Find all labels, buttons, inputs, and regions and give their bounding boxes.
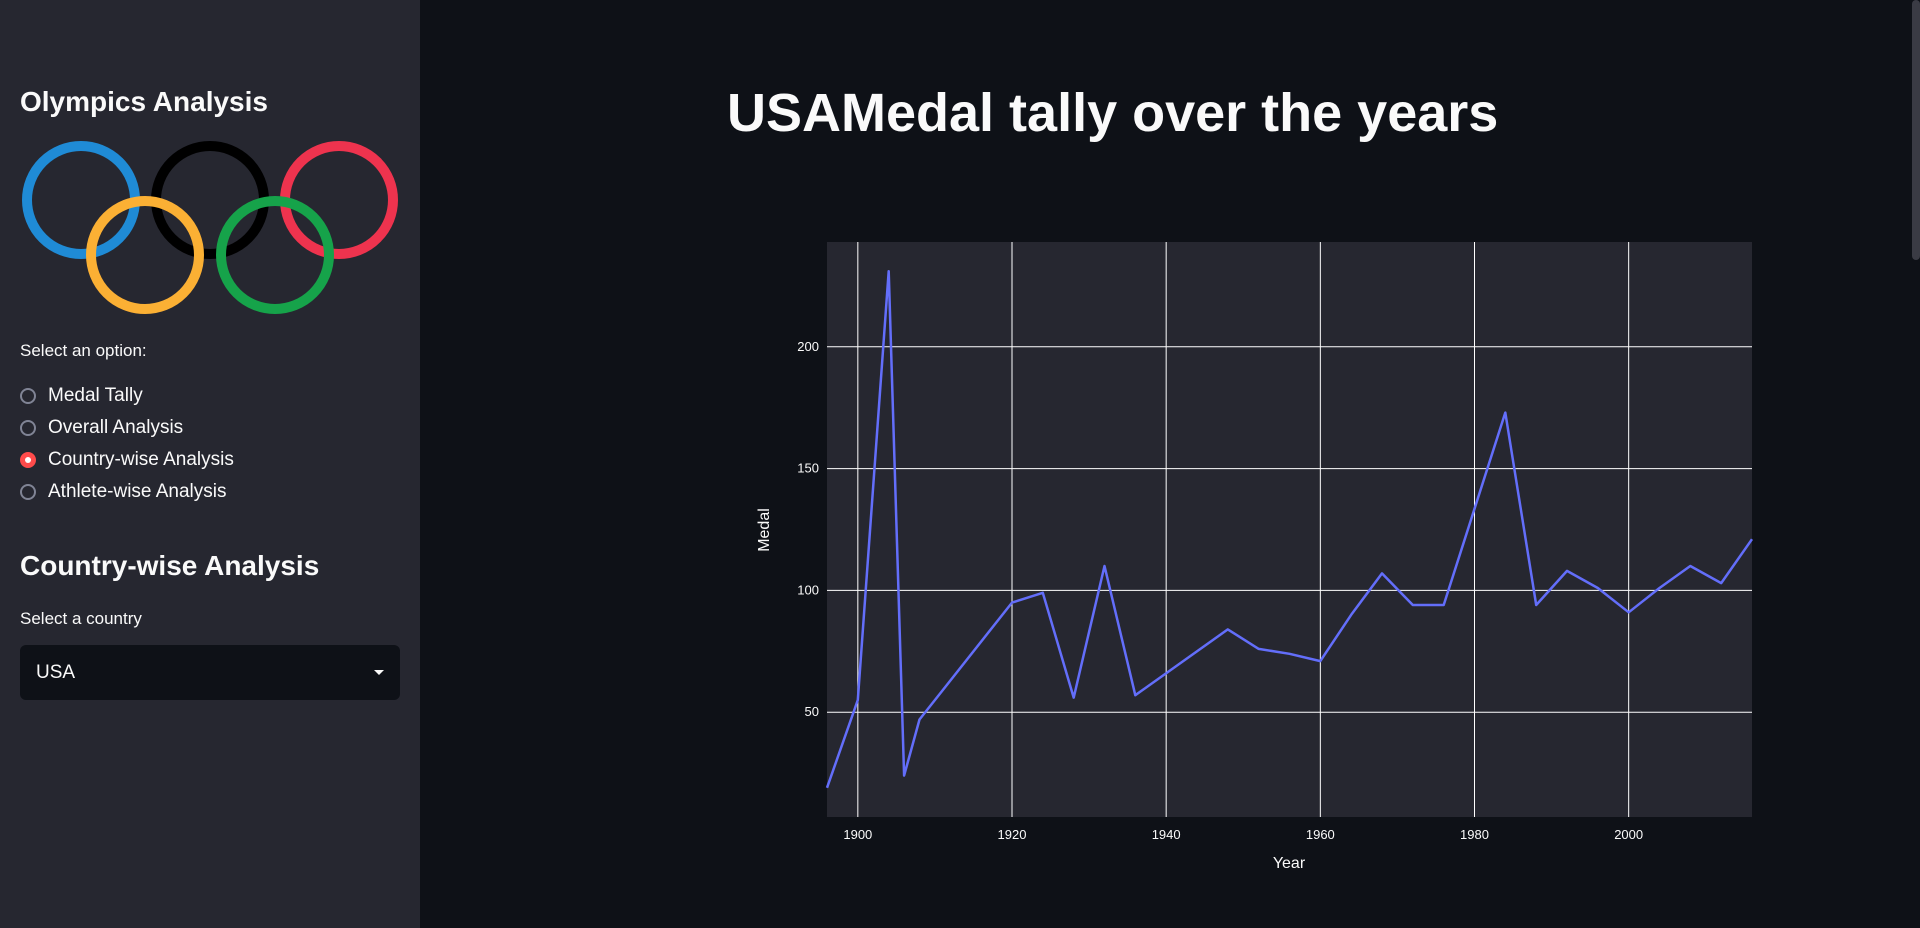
country-select[interactable]: USA bbox=[20, 645, 400, 700]
radio-selected-icon bbox=[20, 452, 36, 468]
option-select-label: Select an option: bbox=[20, 341, 147, 360]
x-tick-label: 1900 bbox=[843, 827, 872, 842]
radio-label: Medal Tally bbox=[48, 385, 143, 406]
plot-area bbox=[827, 242, 1752, 817]
radio-circle-icon bbox=[20, 484, 36, 500]
x-tick-label: 1980 bbox=[1460, 827, 1489, 842]
medal-line-chart: 1900 1920 1940 1960 1980 2000 50 100 150 200 Yea… bbox=[756, 242, 1754, 872]
y-tick-label: 200 bbox=[797, 339, 819, 354]
y-axis-label: Medal bbox=[756, 508, 773, 552]
sidebar: Olympics Analysis Select an option: Meda… bbox=[0, 0, 420, 928]
country-select-value: USA bbox=[36, 661, 76, 683]
section-title: Country-wise Analysis bbox=[20, 550, 320, 581]
ring-blue bbox=[22, 141, 140, 259]
radio-label: Athlete-wise Analysis bbox=[48, 481, 227, 502]
analysis-radio-group: Medal Tally Overall Analysis Country-wis… bbox=[20, 380, 234, 508]
radio-label: Overall Analysis bbox=[48, 417, 184, 438]
page-title: USAMedal tally over the years bbox=[727, 83, 1499, 143]
ring-green bbox=[216, 196, 334, 314]
x-tick-label: 1960 bbox=[1306, 827, 1335, 842]
radio-circle-icon bbox=[20, 388, 36, 404]
x-tick-label: 1940 bbox=[1152, 827, 1181, 842]
x-tick-label: 1920 bbox=[998, 827, 1027, 842]
y-tick-label: 150 bbox=[797, 461, 819, 476]
y-tick-label: 100 bbox=[797, 582, 819, 597]
chevron-down-icon bbox=[374, 670, 384, 675]
radio-medal-tally[interactable]: Medal Tally bbox=[20, 380, 234, 412]
country-select-label: Select a country bbox=[20, 609, 142, 628]
x-tick-label: 2000 bbox=[1614, 827, 1643, 842]
olympic-rings-logo bbox=[22, 141, 398, 314]
radio-label: Country-wise Analysis bbox=[48, 449, 234, 470]
ring-red bbox=[280, 141, 398, 259]
radio-overall-analysis[interactable]: Overall Analysis bbox=[20, 412, 234, 444]
scrollbar[interactable] bbox=[1912, 0, 1920, 260]
series-line bbox=[825, 269, 1754, 789]
sidebar-title: Olympics Analysis bbox=[20, 86, 268, 117]
radio-circle-icon bbox=[20, 420, 36, 436]
radio-country-wise-analysis[interactable]: Country-wise Analysis bbox=[20, 444, 234, 476]
ring-yellow bbox=[86, 196, 204, 314]
ring-black bbox=[151, 141, 269, 259]
radio-athlete-wise-analysis[interactable]: Athlete-wise Analysis bbox=[20, 476, 234, 508]
x-axis-label: Year bbox=[1273, 855, 1306, 872]
y-tick-label: 50 bbox=[805, 704, 819, 719]
